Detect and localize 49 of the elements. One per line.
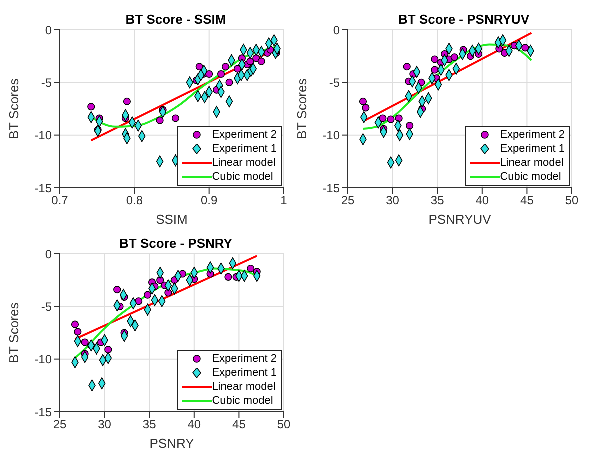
legend-label: Cubic model xyxy=(500,170,562,184)
x-tick-label: 25 xyxy=(341,194,355,208)
legend-label: Experiment 2 xyxy=(212,128,277,142)
legend-label: Linear model xyxy=(212,380,276,394)
x-tick-label: 30 xyxy=(386,194,400,208)
x-tick-label: 0.9 xyxy=(200,194,218,208)
y-tick-label: -5 xyxy=(41,300,52,314)
legend-label: Experiment 1 xyxy=(212,142,277,156)
y-tick-label: -15 xyxy=(322,181,340,196)
x-tick-label: 50 xyxy=(565,194,579,208)
x-axis-title: PSNRYUV xyxy=(428,212,492,227)
x-axis-title: PSNRY xyxy=(150,436,195,451)
y-axis-title: BT Scores xyxy=(294,78,310,140)
y-tick-label: -10 xyxy=(34,352,52,367)
y-tick-label: 0 xyxy=(333,23,340,38)
x-tick-label: 35 xyxy=(430,194,445,208)
legend-label: Cubic model xyxy=(212,394,274,408)
y-tick-label: 0 xyxy=(45,247,52,262)
y-tick-label: -10 xyxy=(34,128,52,143)
legend-label: Experiment 1 xyxy=(212,366,277,380)
x-tick-label: 1 xyxy=(280,194,288,208)
y-tick-label: 0 xyxy=(45,23,52,38)
y-axis-title: BT Scores xyxy=(6,78,22,140)
x-tick-label: 45 xyxy=(520,194,534,208)
x-tick-label: 0.7 xyxy=(52,194,69,208)
x-tick-label: 25 xyxy=(53,418,67,432)
y-tick-label: -15 xyxy=(34,181,52,196)
x-tick-label: 45 xyxy=(232,418,246,432)
chart-title: BT Score - SSIM xyxy=(124,12,228,27)
chart-title: BT Score - PSNRYUV xyxy=(398,12,530,27)
x-tick-label: 50 xyxy=(277,418,291,432)
y-axis-title: BT Scores xyxy=(6,302,22,364)
legend-label: Linear model xyxy=(212,156,276,170)
x-tick-label: 35 xyxy=(142,418,157,432)
legend-label: Experiment 1 xyxy=(500,142,565,156)
x-tick-label: 40 xyxy=(476,194,490,208)
legend-label: Linear model xyxy=(500,156,564,170)
legend-label: Experiment 2 xyxy=(212,352,277,366)
legend-label: Experiment 2 xyxy=(500,128,565,142)
y-tick-label: -5 xyxy=(41,76,52,90)
chart-title: BT Score - PSNRY xyxy=(118,236,234,251)
y-tick-label: -5 xyxy=(329,76,340,90)
x-tick-label: 0.8 xyxy=(126,194,144,208)
x-tick-label: 40 xyxy=(188,418,202,432)
x-axis-title: SSIM xyxy=(156,212,188,227)
y-tick-label: -15 xyxy=(34,405,52,420)
x-tick-label: 30 xyxy=(98,418,112,432)
y-tick-label: -10 xyxy=(322,128,340,143)
legend-label: Cubic model xyxy=(212,170,274,184)
